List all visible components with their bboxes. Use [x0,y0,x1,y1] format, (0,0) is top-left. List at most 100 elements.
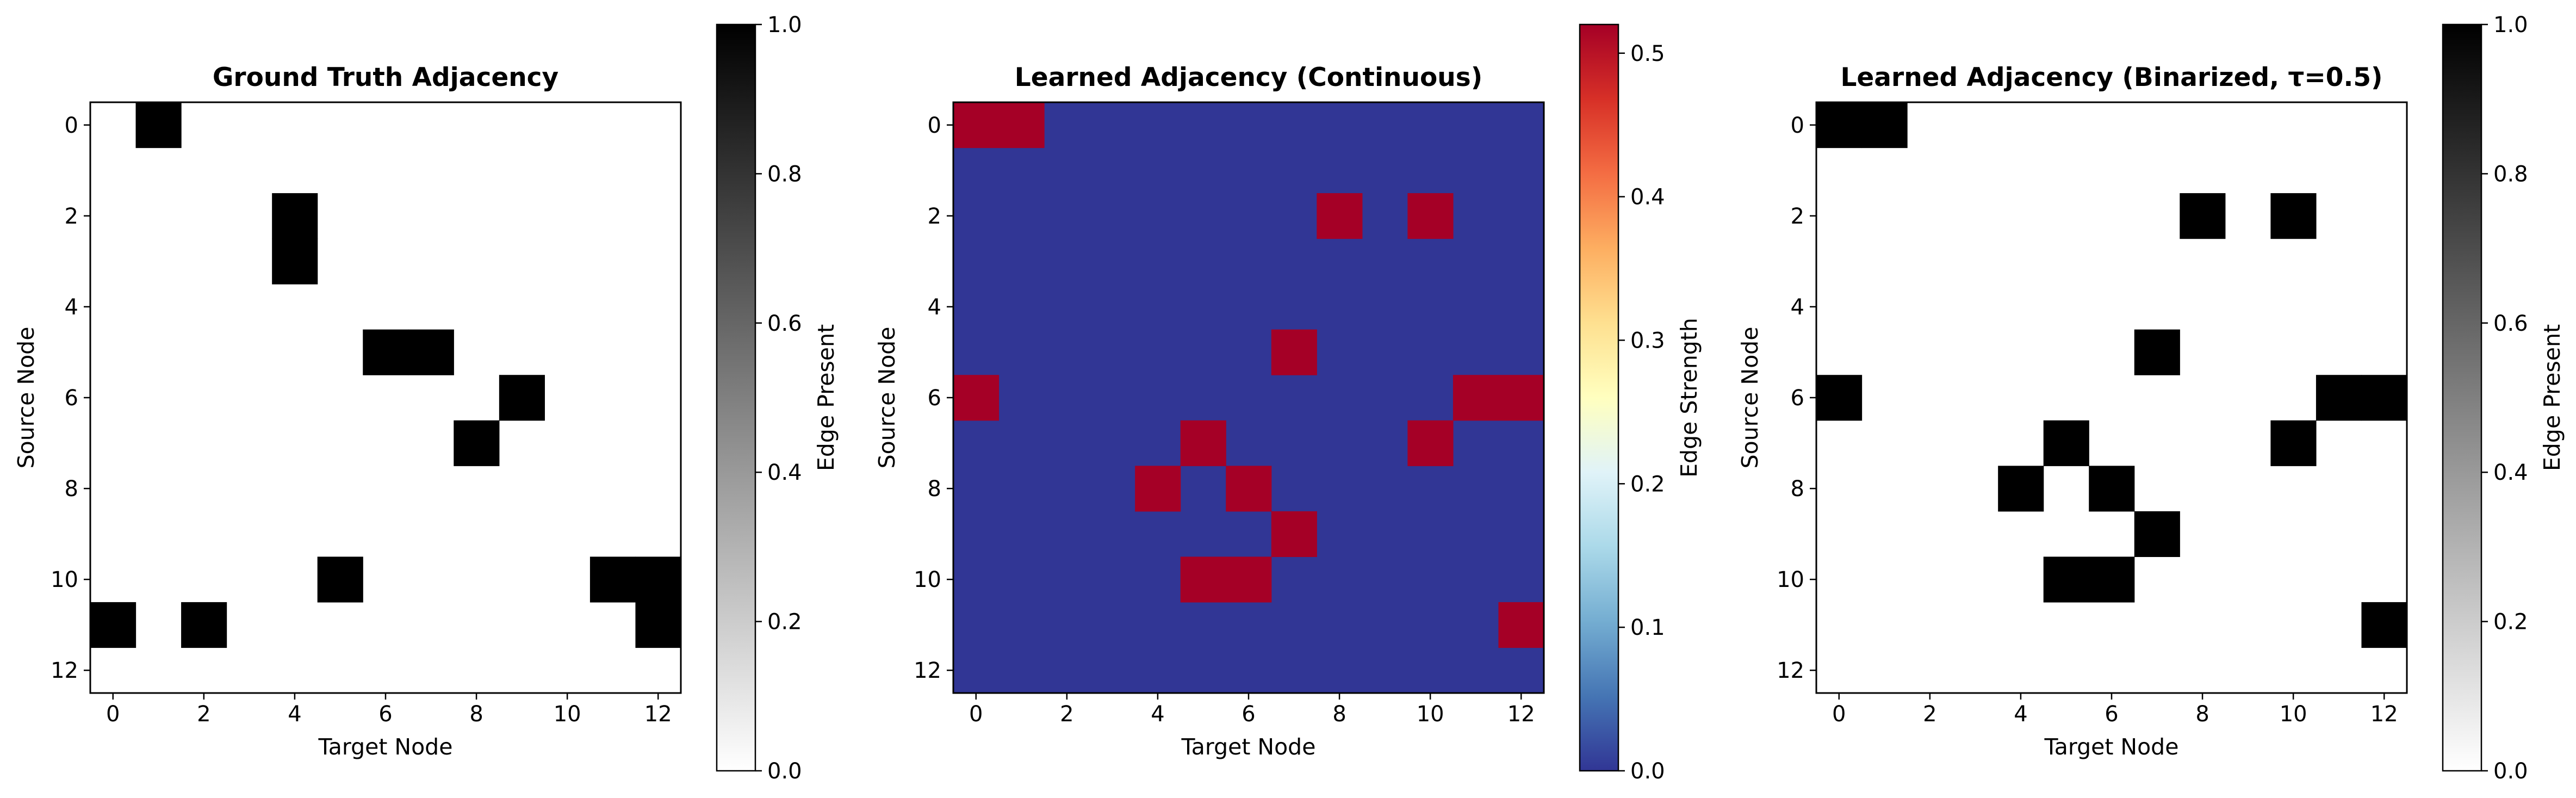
colorbar-gradient [2442,23,2482,772]
y-tick-label: 12 [914,658,941,683]
heatmap-cell [2180,193,2226,239]
heatmap-cell [1998,466,2044,512]
x-tick-label: 0 [969,702,983,727]
heatmap-background [90,102,681,693]
heatmap-cell [363,329,409,375]
panel-ground-truth: Ground Truth Adjacency 0 2 4 6 8 10 12 0 2 4 6 8 10 1… [13,13,839,784]
x-tick-label: 6 [2105,702,2118,727]
y-tick-label: 10 [1777,567,1804,592]
heatmap-cell [953,375,1000,421]
colorbar-tick-label: 1.0 [2493,13,2528,38]
y-axis-label: Source Node [13,327,39,469]
x-tick-label: 2 [1060,702,1073,727]
y-tick-label: 6 [928,386,941,411]
heatmap-cell [181,602,227,648]
x-tick-label: 2 [197,702,210,727]
heatmap-cell [1498,602,1544,648]
y-tick-label: 4 [928,295,941,320]
colorbar-tick-label: 0.4 [1630,185,1665,210]
y-tick-label: 6 [65,386,78,411]
colorbar-tick-label: 0.1 [1630,615,1665,640]
colorbar-tick-label: 0.2 [2493,610,2528,635]
colorbar-gradient [1579,23,1619,772]
x-tick-label: 6 [1242,702,1255,727]
colorbar-tick-label: 0.2 [767,610,802,635]
x-tick-label: 12 [1507,702,1535,727]
y-tick-label: 2 [928,204,941,229]
colorbar-tick-label: 0.6 [767,311,802,336]
x-tick-label: 8 [469,702,483,727]
colorbar-tick-label: 0.0 [2493,759,2528,784]
heatmap-cell [454,420,500,466]
heatmap-cell [1453,375,1499,421]
heatmap-cell [1498,375,1544,421]
heatmap-cell [2043,420,2089,466]
heatmap-cell [2134,511,2180,557]
y-tick-label: 0 [65,113,78,138]
colorbar-learned-continuous: 0.0 0.1 0.2 0.3 0.4 0.5 [1579,23,1665,784]
y-tick-label: 4 [65,295,78,320]
y-tick-label: 8 [928,477,941,502]
y-tick-label: 10 [51,567,78,592]
y-tick-label: 8 [1791,477,1804,502]
x-axis-label: Target Node [1181,734,1316,760]
x-tick-label: 10 [554,702,581,727]
heatmap-cell [2270,420,2317,466]
colorbar-tick-label: 0.4 [2493,460,2528,485]
x-tick-label: 6 [378,702,392,727]
colorbar-tick-label: 0.6 [2493,311,2528,336]
panel-title: Learned Adjacency (Binarized, τ=0.5) [1840,63,2382,92]
colorbar-tick-label: 0.0 [1630,759,1665,784]
heatmap-cell [1226,466,1272,512]
heatmap-cell [1180,420,1226,466]
heatmap-cell [1407,193,1454,239]
heatmap-cell [90,602,136,648]
x-tick-label: 4 [2014,702,2027,727]
y-tick-label: 6 [1791,386,1804,411]
x-tick-label: 10 [2280,702,2307,727]
heatmap-cell [2361,602,2407,648]
y-tick-label: 12 [51,658,78,683]
x-tick-label: 8 [2195,702,2209,727]
heatmap-cell [1226,556,1272,603]
x-tick-label: 8 [1332,702,1346,727]
heatmap-cell [635,602,681,648]
panel-title: Learned Adjacency (Continuous) [1015,63,1482,92]
heatmap-cell [2270,193,2317,239]
x-tick-label: 4 [288,702,301,727]
heatmap-cell [272,238,318,284]
y-tick-label: 2 [65,204,78,229]
heatmap-cell [2361,375,2407,421]
heatmap-learned-continuous: 0 2 4 6 8 10 12 0 2 4 6 8 10 12 [914,101,1545,727]
colorbar-tick-label: 0.0 [767,759,802,784]
colorbar-label: Edge Present [2539,324,2565,471]
panel-learned-binarized: Learned Adjacency (Binarized, τ=0.5) 0 2 4… [1737,13,2565,784]
x-tick-label: 12 [2370,702,2398,727]
x-axis-label: Target Node [2044,734,2179,760]
heatmap-cell [2089,556,2135,603]
heatmap-ground-truth: 0 2 4 6 8 10 12 0 2 4 6 8 10 12 [51,101,682,727]
heatmap-cell [1861,102,1908,149]
heatmap-cell [317,556,363,603]
heatmap-cell [2089,466,2135,512]
y-tick-label: 0 [928,113,941,138]
heatmap-cell [1317,193,1363,239]
colorbar-tick-label: 0.8 [2493,162,2528,187]
heatmap-cell [635,556,681,603]
heatmap-cell [135,102,182,149]
colorbar-tick-label: 0.2 [1630,472,1665,497]
y-tick-label: 10 [914,567,941,592]
heatmap-cell [998,102,1045,149]
colorbar-label: Edge Strength [1676,318,1702,478]
heatmap-cell [2043,556,2089,603]
heatmap-cell [953,102,1000,149]
heatmap-cell [408,329,454,375]
panel-title: Ground Truth Adjacency [213,63,558,92]
heatmap-cell [1135,466,1181,512]
heatmap-cell [2316,375,2362,421]
heatmap-cell [1271,511,1317,557]
colorbar-gradient [716,23,756,772]
y-axis-label: Source Node [874,327,900,469]
heatmap-cell [1271,329,1317,375]
x-tick-label: 0 [106,702,120,727]
